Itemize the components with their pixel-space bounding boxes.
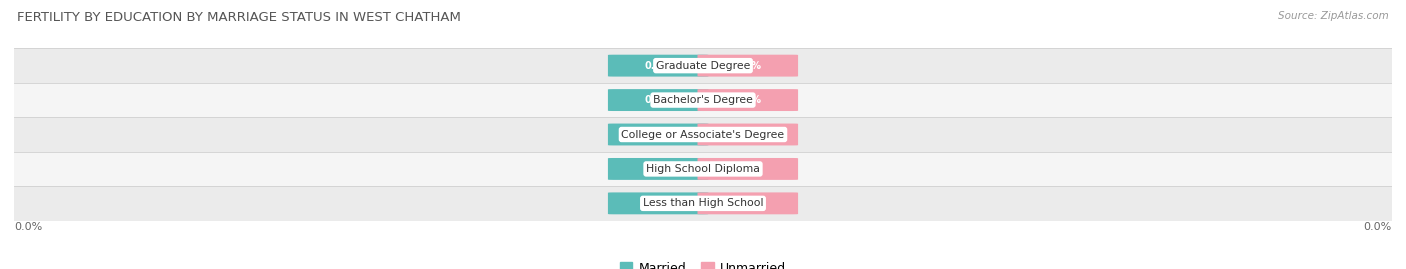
Text: 0.0%: 0.0% <box>734 164 761 174</box>
Text: High School Diploma: High School Diploma <box>647 164 759 174</box>
FancyBboxPatch shape <box>607 158 709 180</box>
FancyBboxPatch shape <box>697 89 799 111</box>
Text: Graduate Degree: Graduate Degree <box>655 61 751 71</box>
Text: 0.0%: 0.0% <box>14 222 42 232</box>
Text: 0.0%: 0.0% <box>1364 222 1392 232</box>
FancyBboxPatch shape <box>607 55 709 77</box>
Text: Source: ZipAtlas.com: Source: ZipAtlas.com <box>1278 11 1389 21</box>
FancyBboxPatch shape <box>697 55 799 77</box>
Text: 0.0%: 0.0% <box>645 129 672 140</box>
Bar <box>14 152 1392 186</box>
Bar <box>14 186 1392 221</box>
Text: 0.0%: 0.0% <box>734 95 761 105</box>
Text: 0.0%: 0.0% <box>645 198 672 208</box>
Text: Less than High School: Less than High School <box>643 198 763 208</box>
Text: 0.0%: 0.0% <box>645 61 672 71</box>
Bar <box>14 48 1392 83</box>
Bar <box>14 83 1392 117</box>
FancyBboxPatch shape <box>697 123 799 146</box>
Text: 0.0%: 0.0% <box>645 164 672 174</box>
Text: FERTILITY BY EDUCATION BY MARRIAGE STATUS IN WEST CHATHAM: FERTILITY BY EDUCATION BY MARRIAGE STATU… <box>17 11 461 24</box>
FancyBboxPatch shape <box>607 89 709 111</box>
FancyBboxPatch shape <box>607 123 709 146</box>
Legend: Married, Unmarried: Married, Unmarried <box>614 257 792 269</box>
FancyBboxPatch shape <box>607 192 709 214</box>
Bar <box>14 117 1392 152</box>
Text: Bachelor's Degree: Bachelor's Degree <box>652 95 754 105</box>
FancyBboxPatch shape <box>697 158 799 180</box>
Text: 0.0%: 0.0% <box>734 129 761 140</box>
FancyBboxPatch shape <box>697 192 799 214</box>
Text: 0.0%: 0.0% <box>734 61 761 71</box>
Text: 0.0%: 0.0% <box>645 95 672 105</box>
Text: 0.0%: 0.0% <box>734 198 761 208</box>
Text: College or Associate's Degree: College or Associate's Degree <box>621 129 785 140</box>
